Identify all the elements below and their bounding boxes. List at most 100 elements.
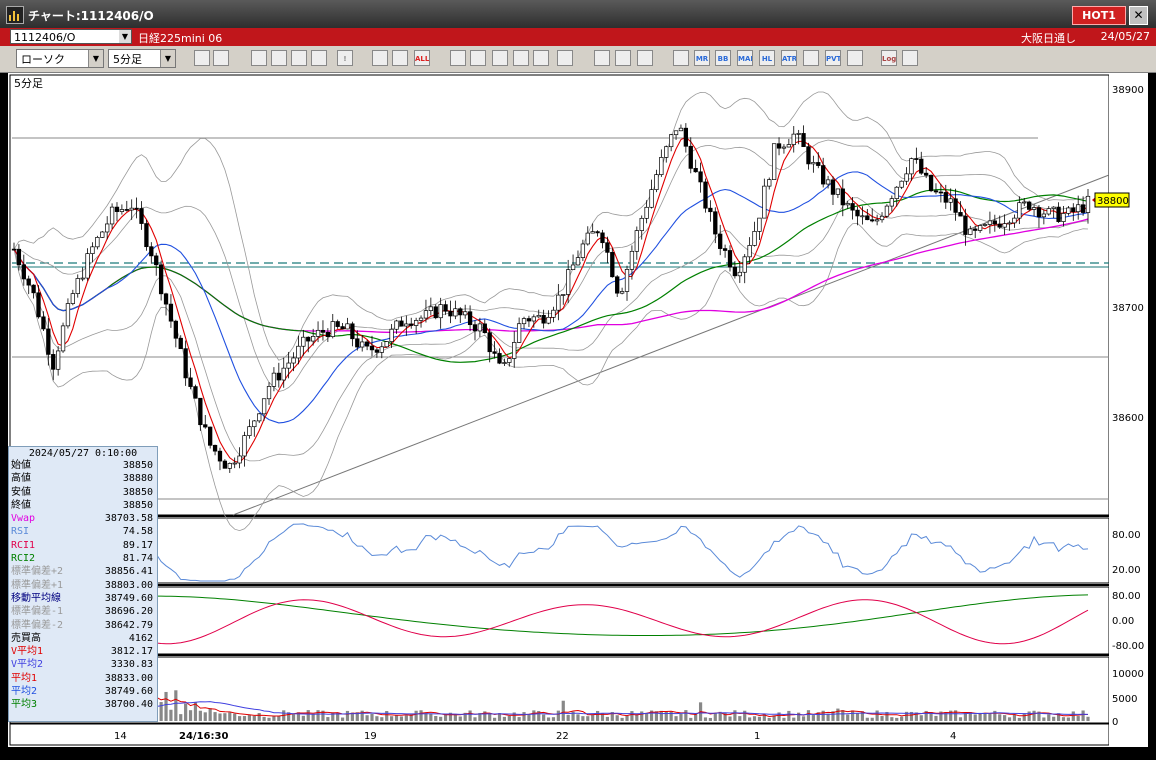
trend-line[interactable] (232, 174, 1110, 516)
bear-icon[interactable] (251, 50, 267, 66)
box-icon[interactable] (847, 50, 863, 66)
info-row: 安値 38850 (9, 486, 157, 499)
candle (747, 237, 752, 265)
mae-icon[interactable]: MAE (737, 50, 753, 66)
candle (767, 177, 772, 190)
candle (987, 211, 993, 234)
candle (595, 230, 600, 237)
text-icon[interactable] (533, 50, 549, 66)
candle-body (502, 362, 507, 364)
mr-icon[interactable]: MR (694, 50, 710, 66)
chevron-down-icon[interactable]: ▼ (119, 30, 131, 43)
warning-icon[interactable]: ! (337, 50, 353, 66)
info-value: 38700.40 (104, 699, 153, 711)
candle-icon[interactable] (392, 50, 408, 66)
volume-bar (890, 717, 894, 721)
candle (874, 214, 880, 226)
wrench-icon[interactable] (615, 50, 631, 66)
volume-bar (640, 711, 644, 721)
candle-body (698, 171, 703, 183)
candle-body (163, 293, 169, 305)
symbol-code-value: 1112406/O (14, 31, 76, 44)
candle-body (1061, 213, 1066, 222)
chart-type-select[interactable]: ローソク ▼ (16, 49, 104, 68)
candle-icon[interactable] (372, 50, 388, 66)
candle-body (100, 231, 105, 238)
candle (762, 178, 767, 219)
volume-bar (174, 690, 178, 721)
chart-area[interactable]: 5分足 38900 38700 38600 38800 80.00 20.00 … (8, 73, 1148, 747)
volume-bar (635, 714, 639, 721)
candle (801, 125, 806, 147)
line-icon[interactable] (470, 50, 486, 66)
candle (384, 341, 389, 348)
palette-icon[interactable] (637, 50, 653, 66)
info-panel: 2024/05/27 0:10:00 始値 38850 高値 38880 安値 38850… (8, 446, 158, 722)
candle-body (124, 209, 129, 211)
table-icon[interactable] (213, 50, 229, 66)
candle-body (399, 320, 404, 327)
volume-bar (605, 716, 609, 721)
candle-body (222, 460, 228, 469)
candle-body (727, 250, 733, 268)
close-icon[interactable]: ✕ (1129, 6, 1148, 25)
candle (536, 309, 541, 318)
candle (60, 322, 66, 353)
chevron-down-icon[interactable]: ▼ (160, 50, 175, 67)
chevron-down-icon[interactable]: ▼ (88, 50, 103, 67)
candle-body (556, 294, 561, 311)
candle (21, 254, 26, 286)
candle-body (193, 386, 198, 399)
candle (1066, 206, 1071, 216)
all-icon[interactable]: ALL (414, 50, 430, 66)
candle-body (899, 180, 904, 188)
candle-body (1002, 223, 1007, 228)
volume-bar (419, 710, 423, 721)
log-icon[interactable]: Log (881, 50, 897, 66)
cursor-icon[interactable] (492, 50, 508, 66)
instrument-name: 日経225mini 06 (138, 32, 223, 45)
volume-bar (208, 708, 212, 721)
candle (188, 367, 193, 390)
interval-select[interactable]: 5分足 ▼ (108, 49, 176, 68)
candle (301, 329, 306, 356)
candle (722, 244, 728, 258)
candle-body (168, 303, 174, 322)
candle (178, 335, 183, 350)
volume-bar (370, 713, 374, 721)
hl-icon[interactable]: HL (759, 50, 775, 66)
volume-bar (306, 710, 310, 721)
chart-svg[interactable]: 5分足 38900 38700 38600 38800 80.00 20.00 … (8, 73, 1148, 747)
bull-icon[interactable] (311, 50, 327, 66)
volume-bar (203, 712, 207, 721)
trash-icon[interactable] (557, 50, 573, 66)
chart-icon[interactable] (291, 50, 307, 66)
candle (85, 248, 90, 281)
pattern-icon[interactable] (803, 50, 819, 66)
candle-body (1022, 201, 1027, 204)
zoom-icon[interactable] (194, 50, 210, 66)
pen-icon[interactable] (450, 50, 466, 66)
arrow-icon[interactable] (513, 50, 529, 66)
volume-bar (855, 713, 860, 721)
volume-bar (728, 716, 732, 721)
candle-body (526, 318, 532, 322)
ma-icon[interactable] (673, 50, 689, 66)
volume-bar (179, 714, 183, 721)
settings-icon[interactable] (594, 50, 610, 66)
all-label: ALL (415, 55, 430, 63)
candle (708, 200, 713, 222)
atr-icon[interactable]: ATR (781, 50, 797, 66)
volume-bar (664, 711, 668, 721)
export-icon[interactable] (902, 50, 918, 66)
hot-button[interactable]: HOT1 (1072, 6, 1126, 25)
candle (521, 316, 527, 330)
symbol-code-select[interactable]: 1112406/O ▼ (10, 29, 132, 44)
magnifier-icon[interactable] (271, 50, 287, 66)
volume-bar (792, 717, 796, 721)
candle-body (551, 309, 556, 318)
candle-body (296, 345, 301, 359)
bb-icon[interactable]: BB (715, 50, 731, 66)
pvt-icon[interactable]: PVT (825, 50, 841, 66)
info-value: 38880 (122, 473, 153, 485)
